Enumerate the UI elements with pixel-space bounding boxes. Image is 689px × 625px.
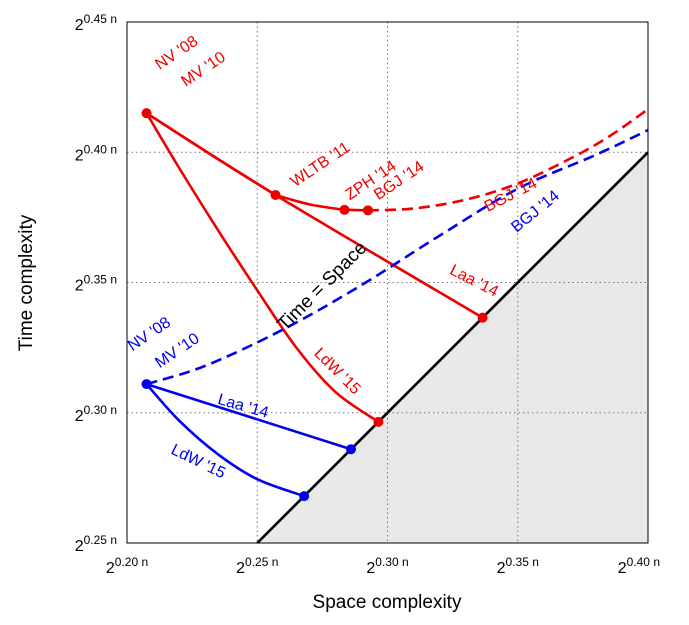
point-marker-blue: [141, 379, 152, 390]
point-marker-blue: [346, 444, 357, 455]
point-marker-red: [270, 189, 281, 200]
series-line-blue-laa-14: [146, 382, 352, 451]
series-label-blue-laa-14: Laa '14: [216, 391, 271, 422]
time-equals-space-line: [256, 151, 649, 544]
point-marker-red: [477, 312, 488, 323]
x-tick-label: 20.25 n: [236, 555, 278, 577]
series-label-blue-ldw-15: LdW '15: [168, 441, 228, 482]
series-line-red-zph-14: [275, 193, 345, 212]
plot-frame: [126, 21, 649, 544]
series-line-red-bgj-14-dashed: [367, 108, 649, 212]
series-line-red-laa-14: [145, 112, 484, 319]
point-marker-red: [141, 108, 152, 119]
series-label-red-wltb-11: WLTB '11: [288, 139, 353, 191]
point-marker-red: [362, 205, 373, 216]
x-tick-label: 20.40 n: [618, 555, 660, 577]
series-label-red-laa-14: Laa '14: [447, 262, 501, 301]
y-tick-label: 20.30 n: [75, 403, 117, 425]
x-tick-label: 20.35 n: [497, 555, 539, 577]
y-tick-label: 20.40 n: [75, 142, 117, 164]
y-tick-label: 20.35 n: [75, 273, 117, 295]
x-tick-label: 20.20 n: [106, 555, 148, 577]
y-tick-label: 20.45 n: [75, 12, 117, 34]
x-tick-label: 20.30 n: [366, 555, 408, 577]
point-marker-blue: [299, 491, 310, 502]
series-line-blue-ldw-15: [145, 383, 305, 498]
series-line-red-ldw-15: [145, 112, 380, 423]
y-tick-label: 20.25 n: [75, 533, 117, 555]
point-marker-red: [373, 416, 384, 427]
time-equals-space-label: Time = Space: [274, 238, 372, 336]
series-label-red-ldw-15: LdW '15: [310, 345, 363, 398]
x-axis-title: Space complexity: [313, 592, 462, 613]
y-axis-title: Time complexity: [16, 214, 37, 351]
point-marker-red: [339, 204, 350, 215]
